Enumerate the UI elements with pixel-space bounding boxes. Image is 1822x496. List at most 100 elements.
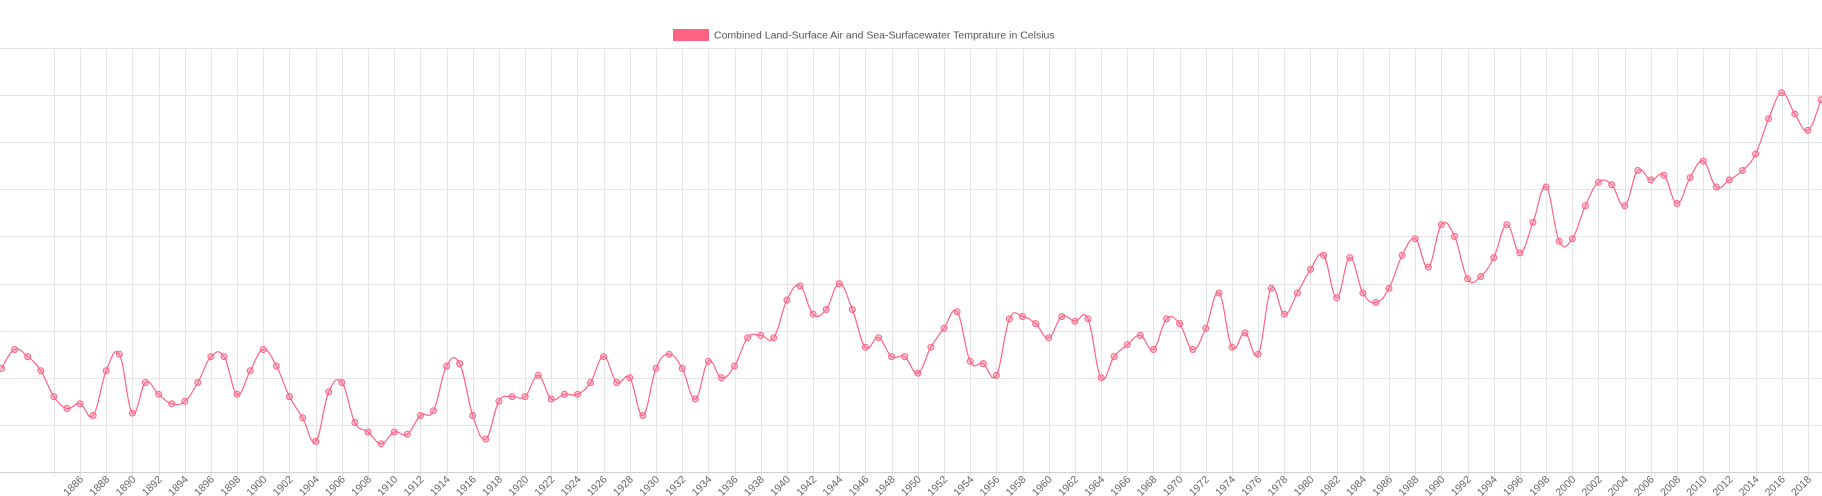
data-point[interactable]	[678, 364, 686, 372]
data-point[interactable]	[1320, 251, 1328, 259]
data-point[interactable]	[822, 306, 830, 313]
data-point[interactable]	[63, 404, 71, 412]
data-point[interactable]	[364, 428, 372, 436]
data-point[interactable]	[1019, 313, 1026, 320]
data-point[interactable]	[286, 393, 293, 401]
data-point[interactable]	[717, 374, 725, 382]
data-point[interactable]	[1778, 89, 1786, 97]
data-point[interactable]	[207, 353, 215, 361]
data-point[interactable]	[1804, 126, 1812, 134]
data-point[interactable]	[1149, 346, 1157, 353]
data-point[interactable]	[809, 310, 817, 318]
data-point[interactable]	[50, 393, 58, 401]
data-point[interactable]	[37, 367, 45, 375]
data-point[interactable]	[0, 364, 5, 372]
data-point[interactable]	[115, 350, 123, 358]
data-point[interactable]	[1686, 174, 1694, 182]
data-point[interactable]	[1254, 350, 1262, 358]
data-point[interactable]	[665, 350, 673, 358]
data-point[interactable]	[966, 357, 974, 365]
data-point[interactable]	[875, 334, 882, 342]
data-point[interactable]	[1529, 218, 1537, 226]
data-point[interactable]	[1032, 320, 1040, 328]
data-point[interactable]	[495, 397, 503, 405]
data-point[interactable]	[1123, 341, 1131, 349]
data-point[interactable]	[1660, 171, 1668, 179]
data-point[interactable]	[312, 437, 320, 445]
data-point[interactable]	[613, 379, 621, 386]
data-point[interactable]	[1267, 284, 1275, 292]
data-point[interactable]	[953, 308, 961, 316]
data-point[interactable]	[233, 390, 241, 398]
data-point[interactable]	[770, 334, 778, 342]
data-point[interactable]	[1516, 249, 1524, 257]
data-point[interactable]	[390, 428, 398, 436]
data-point[interactable]	[194, 379, 202, 386]
data-point[interactable]	[1725, 176, 1733, 184]
data-point[interactable]	[168, 400, 176, 408]
data-point[interactable]	[1280, 310, 1288, 318]
data-point[interactable]	[128, 409, 136, 417]
data-point[interactable]	[508, 393, 516, 401]
data-point[interactable]	[259, 346, 267, 353]
data-point[interactable]	[1555, 237, 1563, 245]
data-point[interactable]	[1699, 157, 1707, 165]
data-point[interactable]	[1307, 265, 1314, 273]
data-point[interactable]	[940, 324, 948, 332]
data-point[interactable]	[482, 435, 490, 443]
data-point[interactable]	[1739, 167, 1746, 174]
data-point[interactable]	[731, 362, 738, 370]
data-point[interactable]	[1621, 202, 1629, 210]
data-point[interactable]	[1215, 289, 1223, 297]
data-point[interactable]	[76, 400, 84, 408]
data-point[interactable]	[888, 353, 896, 361]
data-point[interactable]	[351, 419, 359, 426]
data-point[interactable]	[377, 440, 385, 448]
data-point[interactable]	[155, 390, 163, 398]
data-point[interactable]	[142, 379, 149, 386]
data-point[interactable]	[1568, 235, 1576, 243]
data-point[interactable]	[1712, 183, 1720, 191]
data-point[interactable]	[574, 390, 581, 398]
data-point[interactable]	[1464, 275, 1472, 283]
data-point[interactable]	[1071, 317, 1079, 325]
data-point[interactable]	[403, 430, 411, 438]
data-point[interactable]	[1241, 329, 1249, 337]
data-point[interactable]	[443, 362, 451, 370]
data-point[interactable]	[639, 412, 647, 419]
data-point[interactable]	[1595, 178, 1602, 186]
data-point[interactable]	[1228, 343, 1236, 351]
data-point[interactable]	[325, 388, 333, 396]
data-point[interactable]	[1136, 331, 1144, 339]
data-point[interactable]	[1058, 313, 1066, 320]
data-point[interactable]	[848, 306, 856, 313]
data-point[interactable]	[1293, 289, 1301, 297]
data-point[interactable]	[1581, 202, 1589, 210]
data-point[interactable]	[338, 379, 346, 386]
data-point[interactable]	[560, 390, 568, 398]
data-point[interactable]	[927, 343, 935, 351]
data-point[interactable]	[626, 374, 634, 382]
data-point[interactable]	[1097, 374, 1105, 382]
data-point[interactable]	[600, 353, 608, 361]
data-point[interactable]	[1673, 200, 1681, 207]
data-point[interactable]	[914, 369, 922, 377]
data-point[interactable]	[1608, 181, 1616, 189]
data-point[interactable]	[1490, 254, 1498, 262]
data-point[interactable]	[1084, 315, 1092, 323]
chart-legend[interactable]: Combined Land-Surface Air and Sea-Surfac…	[673, 29, 1055, 42]
data-point[interactable]	[1110, 353, 1118, 361]
data-point[interactable]	[979, 360, 987, 368]
data-point[interactable]	[1503, 221, 1511, 229]
data-point[interactable]	[272, 362, 280, 370]
data-point[interactable]	[1451, 232, 1458, 240]
data-point[interactable]	[1647, 176, 1655, 184]
data-point[interactable]	[469, 412, 477, 419]
data-point[interactable]	[430, 407, 437, 415]
data-point[interactable]	[1752, 150, 1760, 158]
data-point[interactable]	[757, 331, 765, 339]
data-point[interactable]	[1189, 346, 1197, 353]
data-point[interactable]	[521, 393, 529, 401]
data-point[interactable]	[1477, 273, 1485, 280]
data-point[interactable]	[587, 379, 594, 386]
